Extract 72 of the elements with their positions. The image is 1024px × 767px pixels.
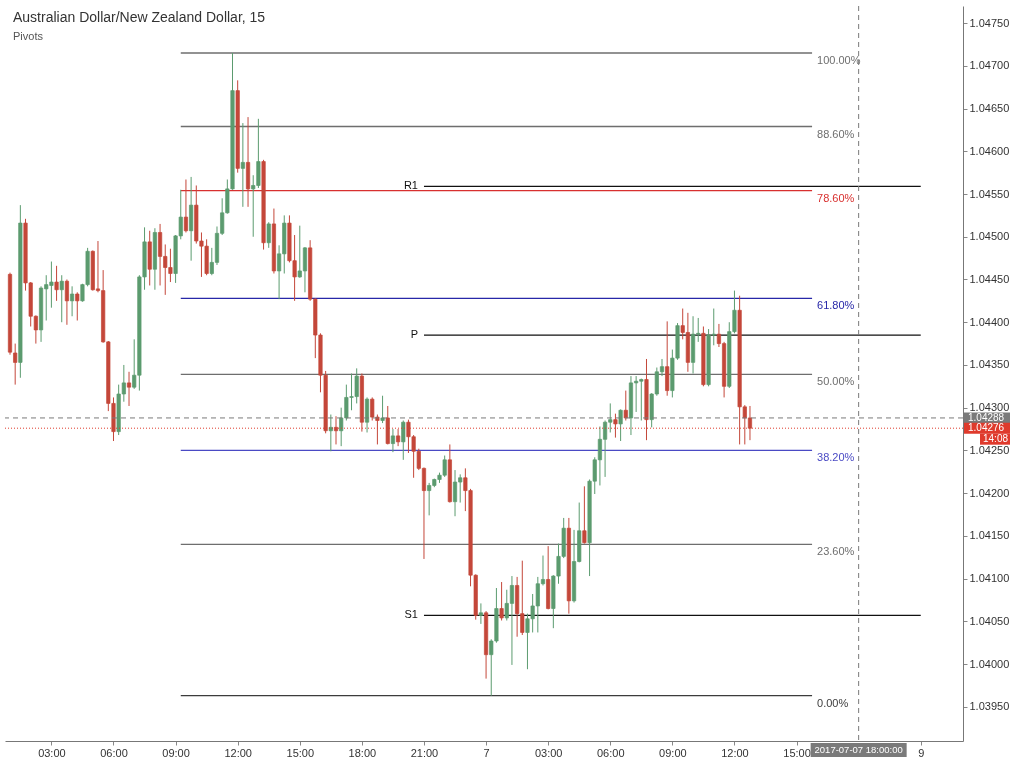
candlestick: [613, 413, 618, 439]
series-label: 38.20%: [817, 451, 855, 464]
x-tick-label: 18:00: [348, 746, 377, 759]
x-tick-label: 15:00: [286, 746, 315, 759]
y-tick-label: 1.04200: [969, 486, 1010, 499]
candlestick: [333, 415, 339, 445]
ref-line-label: 2017-07-07 18:00:00: [814, 744, 903, 755]
x-tick-label: 09:00: [162, 746, 190, 759]
x-tick-label: 9: [918, 746, 925, 759]
candlestick: [396, 428, 401, 447]
candlestick: [582, 485, 587, 545]
series-label: 0.00%: [817, 696, 849, 709]
candlestick: [126, 371, 132, 407]
candlestick: [478, 602, 483, 625]
y-tick-label: 1.04100: [969, 572, 1010, 585]
y-tick-label: 1.04400: [969, 315, 1010, 328]
candlestick: [54, 265, 59, 302]
candlestick: [59, 274, 64, 323]
series-label: 50.00%: [817, 375, 855, 388]
y-tick-label: 1.04450: [969, 272, 1010, 285]
x-tick-label: 12:00: [721, 746, 749, 759]
y-tick-label: 1.04150: [969, 529, 1010, 542]
y-tick-label: 1.04500: [969, 230, 1010, 243]
y-tick-label: 1.04050: [969, 614, 1010, 627]
candlestick: [380, 395, 385, 424]
x-tick-label: 21:00: [410, 746, 439, 759]
y-tick-label: 1.04550: [969, 187, 1010, 200]
candlestick: [64, 278, 69, 326]
x-tick-label: 06:00: [100, 746, 128, 759]
candlestick: [70, 285, 75, 317]
series-label: P: [410, 328, 418, 341]
text: 14:08: [983, 433, 1009, 445]
series-label: 23.60%: [817, 545, 855, 558]
y-tick-label: 1.04600: [969, 144, 1010, 157]
candlestick: [390, 428, 395, 453]
chart-title: Australian Dollar/New Zealand Dollar, 15: [13, 9, 266, 25]
candlestick: [328, 414, 333, 452]
y-tick-label: 1.04300: [969, 401, 1010, 414]
x-tick-label: 09:00: [659, 746, 687, 759]
y-tick-label: 1.04750: [969, 16, 1010, 29]
x-tick-label: 03:00: [38, 746, 66, 759]
y-tick-label: 1.04000: [969, 657, 1010, 670]
candlestick: [365, 396, 370, 433]
candlestick: [623, 390, 628, 422]
series-label: 100.00%: [817, 54, 861, 67]
ref-line-label: 1.04288: [968, 411, 1005, 423]
candlestick: [266, 221, 271, 249]
candlestick: [401, 420, 406, 461]
candlestick: [240, 122, 245, 208]
x-tick-label: 03:00: [534, 746, 563, 759]
candlestick: [75, 291, 80, 322]
y-tick-label: 1.04350: [969, 358, 1010, 371]
series-label: R1: [403, 179, 418, 192]
series-label: S1: [404, 608, 418, 621]
x-tick-label: 12:00: [224, 746, 252, 759]
candlestick: [747, 405, 753, 441]
candlestick: [618, 408, 623, 442]
x-tick-label: 06:00: [597, 746, 625, 759]
y-tick-label: 1.04700: [969, 59, 1010, 72]
y-tick-label: 1.04250: [969, 443, 1010, 456]
series-label: 88.60%: [817, 127, 855, 140]
text: Pivots: [13, 30, 44, 42]
series-label: 78.60%: [817, 191, 855, 204]
candlestick: [183, 178, 188, 233]
candlestick: [499, 581, 504, 621]
x-tick-label: 7: [483, 746, 490, 759]
series-label: 61.80%: [817, 299, 855, 312]
candlestick: [665, 320, 670, 397]
y-tick-label: 1.04650: [969, 102, 1010, 115]
x-tick-label: 15:00: [783, 746, 811, 759]
ref-line-label: 1.04276: [968, 422, 1005, 434]
y-tick-label: 1.03950: [969, 700, 1010, 713]
